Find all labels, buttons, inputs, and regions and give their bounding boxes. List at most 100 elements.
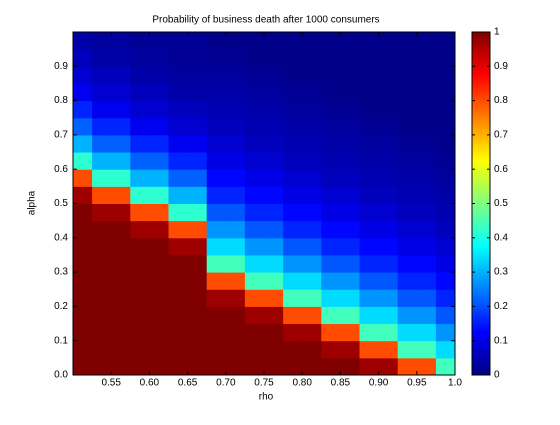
heatmap-cell (111, 289, 131, 307)
heatmap-cell (397, 83, 418, 102)
heatmap-cell (416, 134, 437, 153)
heatmap-cell (359, 186, 380, 204)
heatmap-cell (149, 323, 169, 342)
heatmap-cell (92, 117, 112, 136)
heatmap-cell (130, 203, 150, 222)
heatmap-cell (244, 254, 265, 273)
y-tick-label: 0.3 (54, 267, 68, 278)
heatmap-cell (225, 289, 246, 307)
heatmap-cell (302, 152, 322, 170)
heatmap-cell (92, 340, 112, 359)
heatmap-cell (264, 203, 284, 222)
heatmap-cell (92, 254, 112, 273)
heatmap-cell (73, 272, 93, 290)
heatmap-cell (435, 134, 456, 153)
heatmap-cell (244, 340, 265, 359)
heatmap-cell (73, 357, 93, 376)
heatmap-cell (206, 323, 227, 342)
x-tick-label: 0.85 (331, 378, 351, 389)
heatmap-cell (264, 306, 284, 325)
heatmap-cell (73, 289, 93, 307)
heatmap-cell (225, 340, 246, 359)
heatmap-cell (416, 203, 437, 222)
x-tick-label: 0.90 (369, 378, 389, 389)
heatmap-cell (111, 306, 131, 325)
heatmap-cell (378, 134, 399, 153)
y-tick-label: 0.4 (54, 232, 68, 243)
colorbar-tick-label: 0.1 (494, 335, 508, 346)
heatmap-cell (244, 169, 265, 187)
heatmap-cell (187, 134, 208, 153)
heatmap-cell (378, 357, 399, 376)
heatmap-cell (378, 237, 399, 256)
heatmap-cell (168, 306, 189, 325)
heatmap-cell (397, 66, 418, 84)
heatmap-cell (264, 186, 284, 204)
heatmap-cell (225, 272, 246, 290)
heatmap-cell (225, 169, 246, 187)
heatmap-cell (416, 152, 437, 170)
heatmap-cell (397, 32, 418, 50)
heatmap-cell (435, 254, 456, 273)
heatmap-cell (187, 203, 208, 222)
heatmap-cell (378, 32, 399, 50)
heatmap-cell (302, 237, 322, 256)
heatmap-cell (340, 134, 360, 153)
heatmap-cell (206, 134, 227, 153)
heatmap-cell (302, 203, 322, 222)
heatmap-cell (149, 100, 169, 119)
heatmap-cell (359, 272, 380, 290)
heatmap-cell (340, 203, 360, 222)
heatmap-cell (435, 289, 456, 307)
heatmap-cell (168, 169, 189, 187)
heatmap-cell (302, 289, 322, 307)
heatmap-cell (168, 83, 189, 102)
heatmap-cell (264, 83, 284, 102)
heatmap-cell (92, 49, 112, 67)
heatmap-cell (111, 340, 131, 359)
heatmap-cell (359, 32, 380, 50)
heatmap-cell (73, 32, 93, 50)
x-axis-label: rho (259, 392, 274, 403)
heatmap-cell (397, 134, 418, 153)
heatmap-cell (73, 237, 93, 256)
heatmap-cell (416, 237, 437, 256)
heatmap-cell (149, 237, 169, 256)
heatmap-cell (225, 323, 246, 342)
heatmap-cell (397, 117, 418, 136)
y-axis-label: alpha (27, 190, 38, 215)
heatmap-cell (149, 83, 169, 102)
heatmap-cell (321, 254, 341, 273)
heatmap-cell (225, 134, 246, 153)
heatmap-cell (340, 254, 360, 273)
heatmap-cell (111, 152, 131, 170)
heatmap-cell (283, 306, 303, 325)
heatmap-cell (149, 357, 169, 376)
heatmap-cell (73, 306, 93, 325)
heatmap-cell (244, 32, 265, 50)
heatmap-cell (302, 357, 322, 376)
heatmap-cell (340, 340, 360, 359)
heatmap-cell (187, 272, 208, 290)
heatmap-cell (149, 117, 169, 136)
heatmap-cell (73, 100, 93, 119)
heatmap-cell (206, 237, 227, 256)
heatmap-cell (111, 49, 131, 67)
heatmap-cell (340, 100, 360, 119)
heatmap-cell (111, 32, 131, 50)
heatmap-cell (416, 306, 437, 325)
heatmap-cell (149, 340, 169, 359)
heatmap-cell (149, 152, 169, 170)
heatmap-cell (378, 340, 399, 359)
heatmap-cell (340, 357, 360, 376)
y-tick-label: 0.7 (54, 130, 68, 141)
heatmap-cell (111, 323, 131, 342)
heatmap-cell (168, 289, 189, 307)
heatmap-cell (187, 152, 208, 170)
heatmap-cell (302, 272, 322, 290)
heatmap-cell (168, 220, 189, 239)
heatmap-cell (187, 49, 208, 67)
colorbar-tick-label: 0.2 (494, 301, 508, 312)
